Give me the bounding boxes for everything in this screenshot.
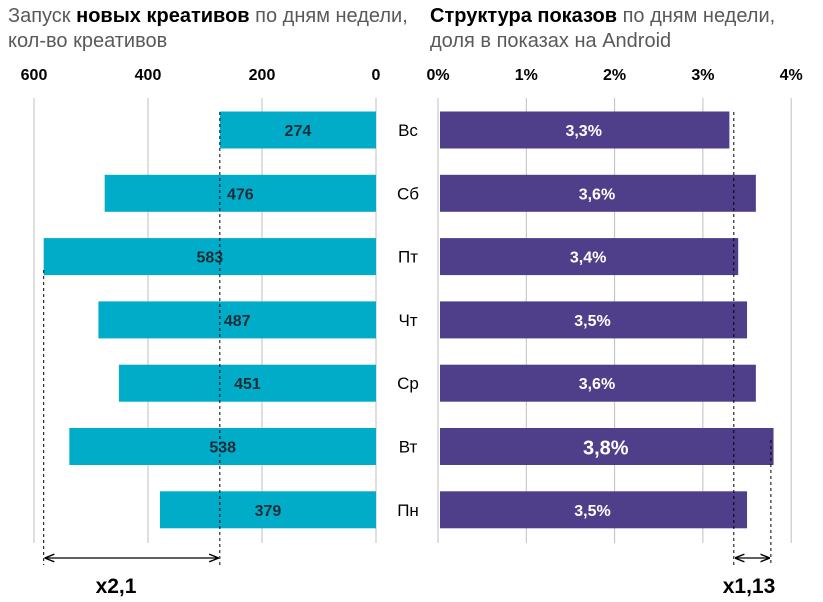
left-bar bbox=[159, 491, 376, 529]
left-bar bbox=[43, 238, 376, 276]
right-bar-value-label: 3,4% bbox=[570, 250, 606, 267]
right-tick-label: 1% bbox=[515, 67, 538, 84]
right-tick-label: 2% bbox=[603, 67, 626, 84]
right-bar bbox=[440, 301, 748, 339]
right-bar-value-label: 3,5% bbox=[574, 313, 610, 330]
left-bar-value-label: 451 bbox=[234, 376, 261, 393]
right-bar bbox=[440, 491, 748, 529]
left-tick-label: 200 bbox=[249, 67, 276, 84]
day-label: Сб bbox=[397, 184, 419, 203]
left-bar-value-label: 274 bbox=[285, 123, 312, 140]
left-tick-label: 0 bbox=[372, 67, 381, 84]
day-label: Вт bbox=[399, 438, 418, 457]
right-bar bbox=[440, 111, 730, 149]
right-tick-label: 0% bbox=[426, 67, 449, 84]
left-chart-subtitle: кол-во креативов bbox=[8, 30, 168, 52]
left-x-axis-ticks: 600 400 200 0 bbox=[21, 67, 381, 84]
left-bar-value-label: 487 bbox=[224, 313, 251, 330]
left-bar bbox=[69, 428, 376, 465]
right-bars: 3,3% 3,6% 3,4% 3,5% 3,6% 3,8% 3,5% bbox=[440, 111, 774, 529]
right-title-line1: Структура показов по дням недели, bbox=[430, 5, 776, 27]
left-bars: 274 476 583 487 451 538 379 bbox=[43, 111, 377, 529]
left-tick-label: 600 bbox=[21, 67, 48, 84]
right-ratio-label: x1,13 bbox=[723, 575, 776, 598]
right-tick-label: 4% bbox=[780, 67, 803, 84]
left-ratio-label: x2,1 bbox=[96, 575, 137, 598]
day-label: Пт bbox=[398, 248, 418, 267]
right-bar-value-label: 3,6% bbox=[579, 376, 615, 393]
day-label: Чт bbox=[398, 311, 417, 330]
left-bar-value-label: 379 bbox=[255, 503, 282, 520]
right-chart-title: Структура показов по дням недели, доля в… bbox=[430, 4, 775, 54]
day-label: Ср bbox=[397, 374, 419, 393]
ratio-annotations: x2,1 x1,13 bbox=[43, 112, 776, 598]
left-bar bbox=[219, 111, 376, 149]
right-bar bbox=[440, 238, 739, 276]
right-tick-label: 3% bbox=[691, 67, 714, 84]
left-bar bbox=[104, 174, 377, 212]
left-bar-value-label: 476 bbox=[227, 186, 254, 203]
left-bar-value-label: 538 bbox=[209, 440, 236, 457]
day-label: Вс bbox=[398, 121, 418, 140]
right-bar-value-label: 3,5% bbox=[574, 503, 610, 520]
left-chart-title: Запуск новых креативов по дням недели, к… bbox=[8, 4, 408, 54]
left-bar bbox=[118, 364, 377, 402]
right-bar-value-label: 3,3% bbox=[565, 123, 601, 140]
right-bar bbox=[440, 428, 774, 465]
left-tick-label: 400 bbox=[135, 67, 162, 84]
right-bar bbox=[440, 174, 756, 212]
right-chart-subtitle: доля в показах на Android bbox=[430, 30, 672, 52]
left-title-line1: Запуск новых креативов по дням недели, bbox=[8, 5, 408, 27]
day-labels: Вс Сб Пт Чт Ср Вт Пн bbox=[397, 121, 419, 520]
right-bar-value-label: 3,8% bbox=[583, 438, 629, 460]
left-bar-value-label: 583 bbox=[196, 250, 223, 267]
day-label: Пн bbox=[397, 501, 419, 520]
left-bar bbox=[98, 301, 376, 339]
right-x-axis-ticks: 0% 1% 2% 3% 4% bbox=[426, 67, 802, 84]
right-bar-value-label: 3,6% bbox=[579, 186, 615, 203]
right-bar bbox=[440, 364, 756, 402]
